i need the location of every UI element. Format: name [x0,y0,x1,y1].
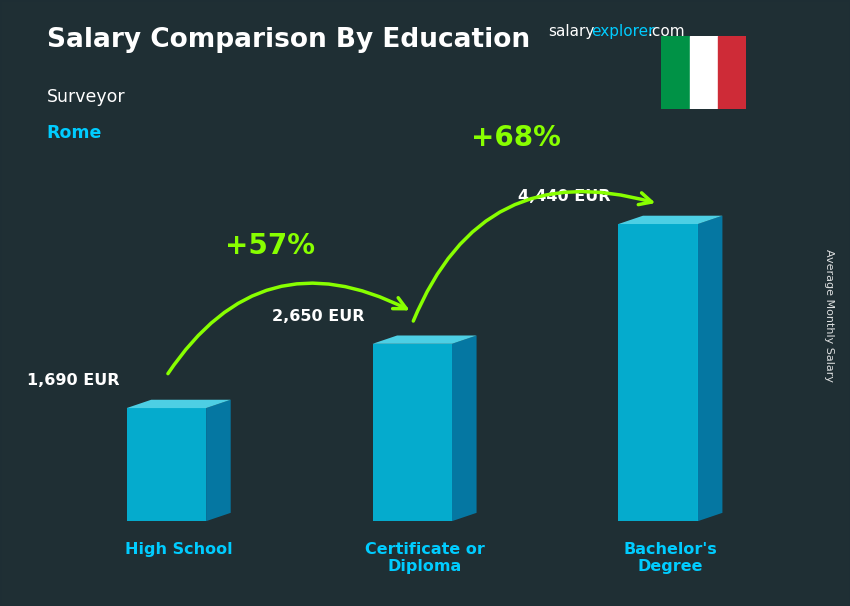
Polygon shape [452,336,477,521]
Text: Surveyor: Surveyor [47,88,126,106]
Bar [372,344,452,521]
Polygon shape [372,336,477,344]
Polygon shape [619,216,722,224]
Text: salary: salary [548,24,595,39]
Text: explorer: explorer [591,24,654,39]
Bar [689,36,718,109]
Text: 1,690 EUR: 1,690 EUR [26,373,119,388]
Text: 4,440 EUR: 4,440 EUR [518,189,611,204]
Text: Average Monthly Salary: Average Monthly Salary [824,248,834,382]
Text: +68%: +68% [472,124,561,153]
Bar [619,224,698,521]
Text: Certificate or
Diploma: Certificate or Diploma [365,542,484,574]
Bar [127,408,206,521]
Polygon shape [127,400,230,408]
Polygon shape [698,216,722,521]
Text: Salary Comparison By Education: Salary Comparison By Education [47,27,530,53]
Text: High School: High School [125,542,233,557]
Polygon shape [206,400,230,521]
Bar [718,36,746,109]
Text: .com: .com [648,24,685,39]
Text: Bachelor's
Degree: Bachelor's Degree [624,542,717,574]
Text: 2,650 EUR: 2,650 EUR [273,308,365,324]
Text: +57%: +57% [225,232,315,261]
Text: Rome: Rome [47,124,102,142]
Bar [661,36,689,109]
